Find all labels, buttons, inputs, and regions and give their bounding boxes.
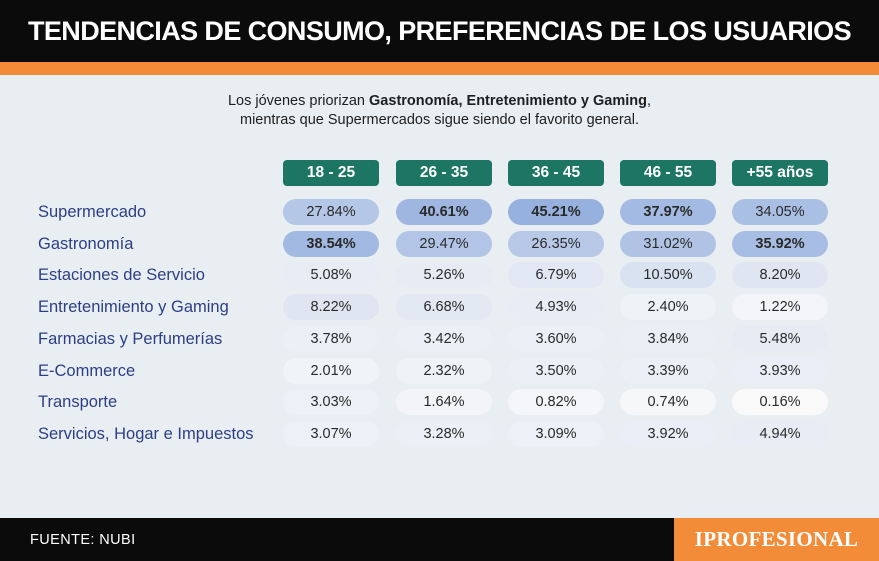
table-cell: 3.92% <box>620 421 716 447</box>
table-cell: 27.84% <box>283 199 379 225</box>
table-cell: 4.94% <box>732 421 828 447</box>
table-cell: 34.05% <box>732 199 828 225</box>
table-cell: 8.20% <box>732 262 828 288</box>
table-cell: 3.84% <box>620 326 716 352</box>
table-cell: 3.93% <box>732 358 828 384</box>
table-cell: 3.28% <box>396 421 492 447</box>
row-label: Estaciones de Servicio <box>38 265 205 284</box>
table-cell: 2.01% <box>283 358 379 384</box>
row-label: Servicios, Hogar e Impuestos <box>38 424 254 443</box>
row-label: Transporte <box>38 392 118 411</box>
table-cell: 2.32% <box>396 358 492 384</box>
table-cell: 5.48% <box>732 326 828 352</box>
table-cell: 1.22% <box>732 294 828 320</box>
row-label: Farmacias y Perfumerías <box>38 329 223 348</box>
row-label: Supermercado <box>38 202 147 221</box>
row-label: Entretenimiento y Gaming <box>38 297 229 316</box>
table-cell: 1.64% <box>396 389 492 415</box>
subtitle-text: Los jóvenes priorizan <box>227 93 370 109</box>
column-header: 18 - 25 <box>283 160 379 186</box>
accent-bar <box>0 62 879 75</box>
table-cell: 0.74% <box>620 389 716 415</box>
table-cell: 31.02% <box>620 231 716 257</box>
table-cell: 29.47% <box>396 231 492 257</box>
source-label: FUENTE: NUBI <box>30 531 136 548</box>
table-cell: 4.93% <box>508 294 604 320</box>
table-cell: 40.61% <box>396 199 492 225</box>
table-cell: 6.79% <box>508 262 604 288</box>
page-title: TENDENCIAS DE CONSUMO, PREFERENCIAS DE L… <box>28 15 852 46</box>
header-bar: TENDENCIAS DE CONSUMO, PREFERENCIAS DE L… <box>0 0 879 62</box>
table-cell: 35.92% <box>732 231 828 257</box>
table-cell: 3.50% <box>508 358 604 384</box>
table-cell: 5.26% <box>396 262 492 288</box>
table-cell: 38.54% <box>283 231 379 257</box>
table-cell: 5.08% <box>283 262 379 288</box>
table-cell: 3.39% <box>620 358 716 384</box>
brand-logo: IPROFESIONAL <box>674 518 879 561</box>
column-header: 46 - 55 <box>620 160 716 186</box>
subtitle-punct: , <box>647 93 652 109</box>
table-cell: 0.16% <box>732 389 828 415</box>
subtitle-line-2: mientras que Supermercados sigue siendo … <box>240 112 639 128</box>
table-cell: 2.40% <box>620 294 716 320</box>
subtitle-highlight: Gastronomía, Entretenimiento y Gaming <box>369 93 647 109</box>
subtitle-line-1: Los jóvenes priorizan Gastronomía, Entre… <box>0 92 879 111</box>
table-cell: 3.09% <box>508 421 604 447</box>
table-cell: 45.21% <box>508 199 604 225</box>
table-cell: 6.68% <box>396 294 492 320</box>
table-cell: 0.82% <box>508 389 604 415</box>
column-header: 26 - 35 <box>396 160 492 186</box>
table-cell: 8.22% <box>283 294 379 320</box>
footer-bar: FUENTE: NUBI IPROFESIONAL <box>0 518 879 561</box>
table-cell: 3.03% <box>283 389 379 415</box>
column-header: +55 años <box>732 160 828 186</box>
table-cell: 10.50% <box>620 262 716 288</box>
table-cell: 3.07% <box>283 421 379 447</box>
table-cell: 37.97% <box>620 199 716 225</box>
table-cell: 26.35% <box>508 231 604 257</box>
row-label: Gastronomía <box>38 234 134 253</box>
subtitle: Los jóvenes priorizan Gastronomía, Entre… <box>0 92 879 130</box>
table-cell: 3.78% <box>283 326 379 352</box>
row-label: E-Commerce <box>38 361 136 380</box>
column-header: 36 - 45 <box>508 160 604 186</box>
table-cell: 3.42% <box>396 326 492 352</box>
table-cell: 3.60% <box>508 326 604 352</box>
